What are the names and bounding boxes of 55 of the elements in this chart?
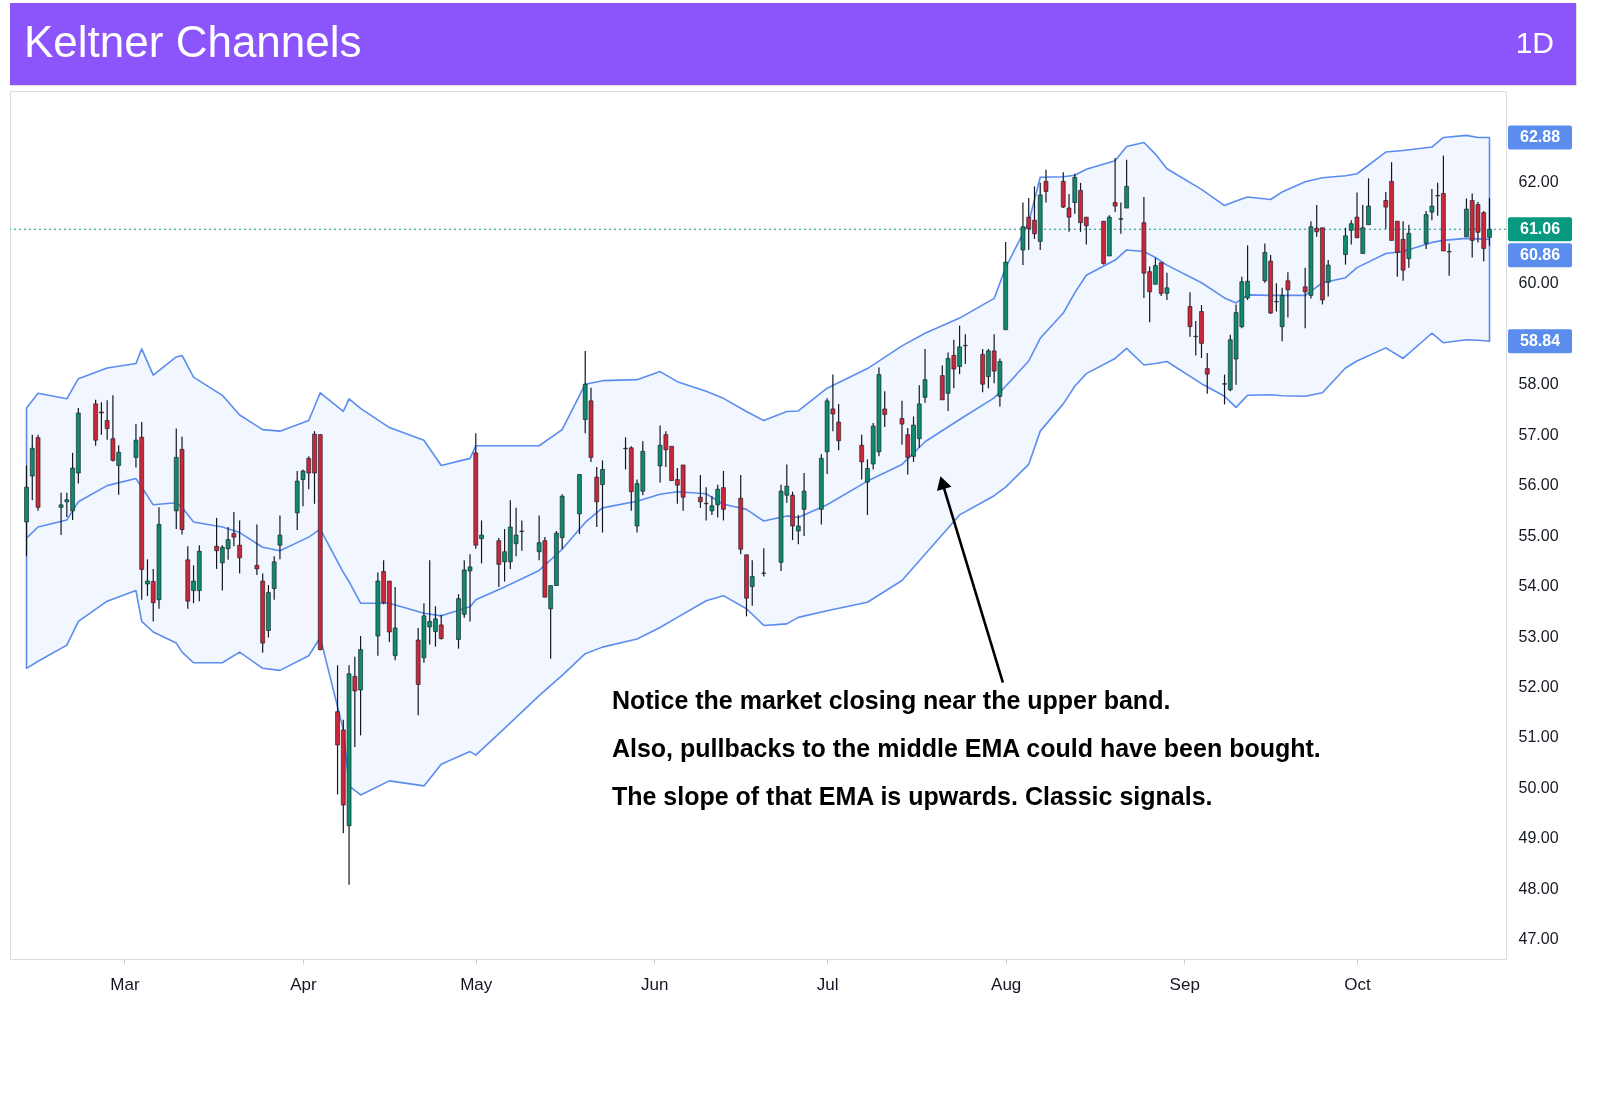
candlestick <box>1366 177 1371 226</box>
candlestick <box>703 486 709 522</box>
text: 62.88 <box>1519 128 1561 146</box>
candlestick <box>709 495 715 516</box>
x-tick-label: Oct <box>1344 974 1371 994</box>
x-tick-label: Jun <box>641 974 669 994</box>
x-tick-label: Sep <box>1169 974 1200 994</box>
y-tick-label: 54.00 <box>1518 577 1559 595</box>
y-tick-label: 47.00 <box>1518 930 1559 948</box>
y-tick-label: 55.00 <box>1518 526 1559 544</box>
candlestick <box>1118 201 1124 235</box>
y-tick-label: 57.00 <box>1518 425 1559 443</box>
y-tick-label: 50.00 <box>1518 778 1559 796</box>
y-tick-label: 53.00 <box>1518 627 1559 645</box>
candlestick <box>519 519 525 552</box>
candlestick <box>237 519 242 575</box>
x-tick-label: Apr <box>290 974 318 994</box>
y-tick-label: 52.00 <box>1518 677 1559 695</box>
ref-line-label: 61.06 <box>1519 220 1561 238</box>
annotation: Notice the market closing near the upper band. Also, pullbacks to the middle EMA could have been bought. The slope of that EMA is upwards. Classic signals. <box>611 685 1321 810</box>
candlestick <box>1204 352 1210 395</box>
x-tick-label: May <box>460 974 493 994</box>
candlestick <box>922 348 928 404</box>
y-tick-label: 60.00 <box>1518 274 1559 292</box>
candlestick <box>865 458 870 516</box>
x-tick-label: Mar <box>110 974 140 994</box>
candlestick <box>1429 188 1435 221</box>
candlestick <box>836 403 841 451</box>
candlestick <box>1343 227 1348 266</box>
y-tick-label: 49.00 <box>1518 829 1559 847</box>
candlestick <box>963 333 968 365</box>
y-tick-label: 51.00 <box>1518 728 1559 746</box>
y-tick-label: 48.00 <box>1518 879 1559 897</box>
x-tick-label: Aug <box>991 974 1022 994</box>
candlestick <box>761 547 767 578</box>
candlestick <box>1124 159 1129 209</box>
text: 58.84 <box>1519 332 1561 350</box>
candlestick <box>1043 169 1049 204</box>
candlestick <box>859 434 864 481</box>
candlestick <box>1285 271 1291 319</box>
candlestick <box>231 511 237 547</box>
y-tick-label: 58.00 <box>1518 375 1559 393</box>
text: 60.86 <box>1519 246 1561 264</box>
candlestick <box>1187 291 1193 338</box>
chart-subtitle: 1D <box>1515 26 1554 59</box>
y-tick-label: 62.00 <box>1518 173 1559 191</box>
chart-title: Keltner Channels <box>24 17 362 66</box>
x-tick-label: Jul <box>816 974 839 994</box>
candlestick <box>277 514 283 560</box>
candlestick <box>254 523 260 576</box>
candlestick <box>899 400 905 446</box>
y-tick-label: 56.00 <box>1518 476 1559 494</box>
candlestick <box>801 472 807 537</box>
candlestick <box>698 474 703 509</box>
candlestick <box>1112 157 1118 213</box>
